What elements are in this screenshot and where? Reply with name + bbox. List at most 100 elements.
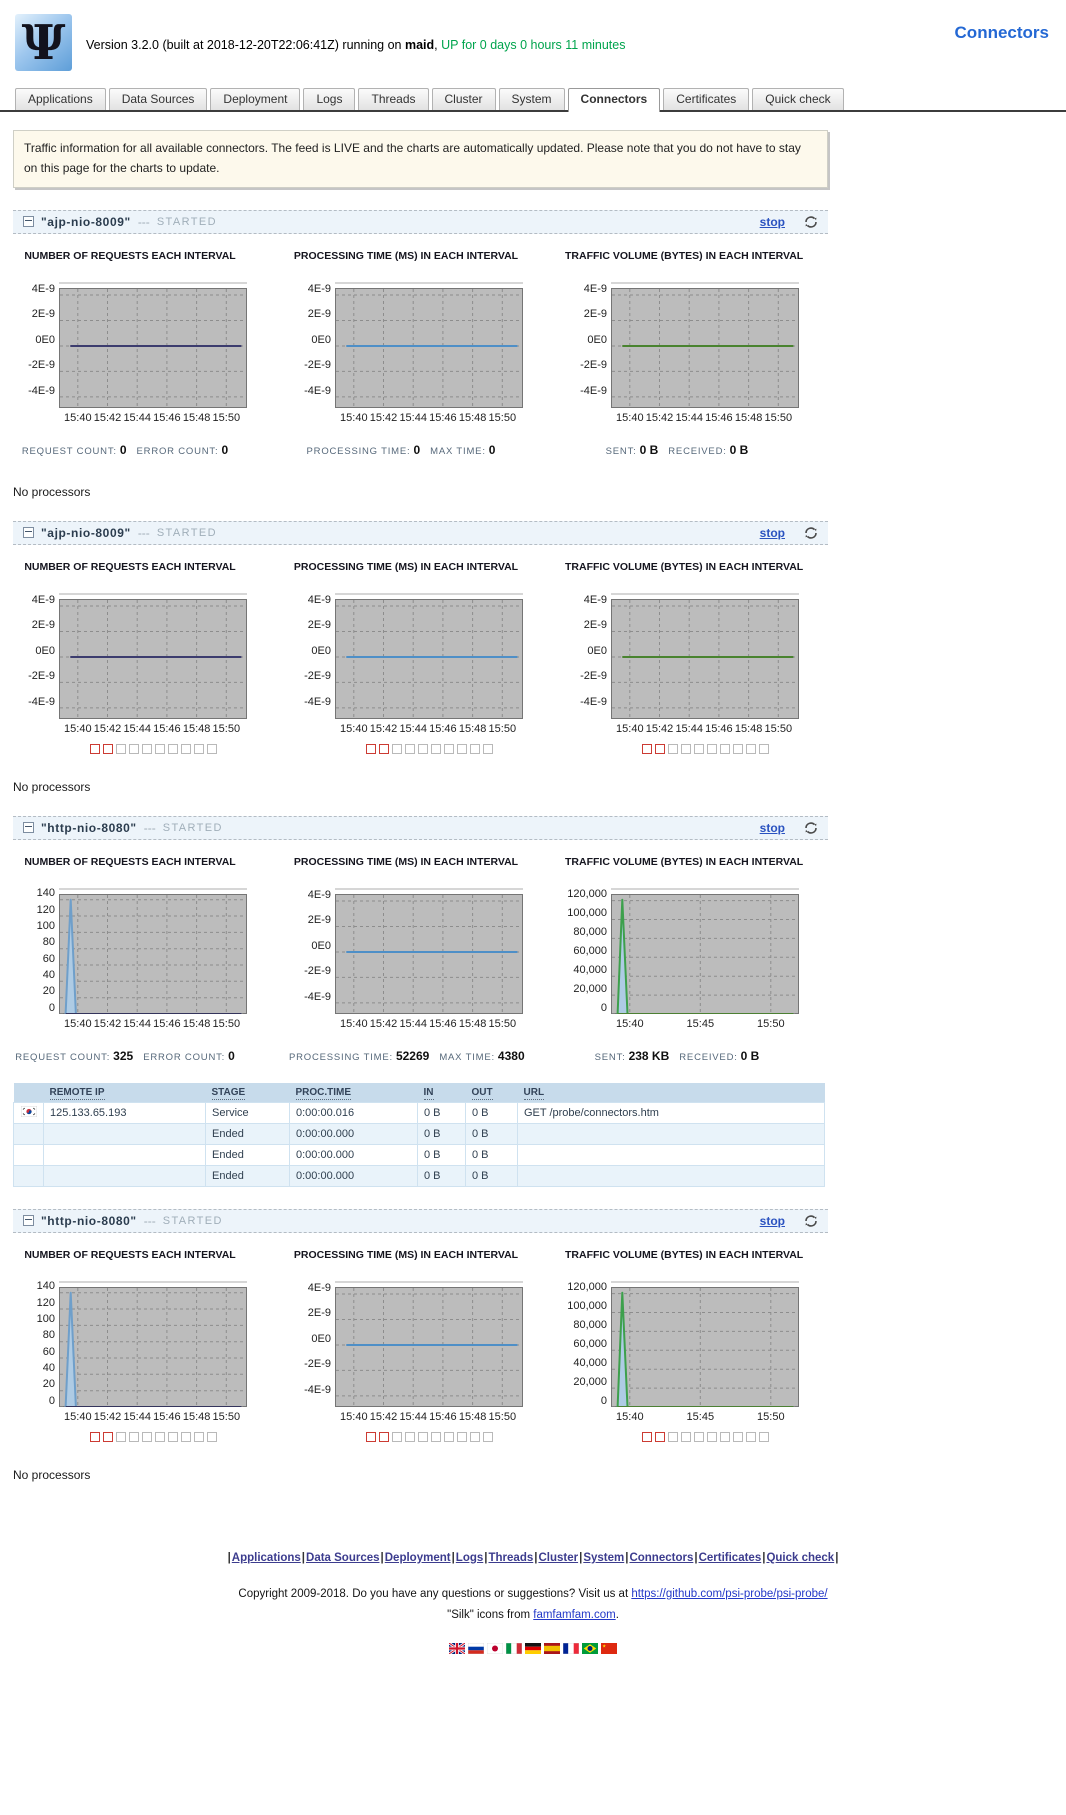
tab-quick-check[interactable]: Quick check (752, 88, 844, 110)
pager-square[interactable] (641, 1431, 652, 1442)
pager-square[interactable] (680, 743, 691, 754)
footer-link-cluster[interactable]: Cluster (538, 1551, 579, 1564)
pager-square[interactable] (732, 1431, 743, 1442)
tab-applications[interactable]: Applications (15, 88, 106, 110)
pager-square[interactable] (391, 1431, 402, 1442)
pager-square[interactable] (115, 743, 126, 754)
pager-square[interactable] (378, 743, 389, 754)
footer-link-deployment[interactable]: Deployment (384, 1551, 451, 1564)
flag-de-icon[interactable] (525, 1642, 541, 1654)
footer-link-system[interactable]: System (583, 1551, 625, 1564)
pager-square[interactable] (693, 1431, 704, 1442)
pager-square[interactable] (180, 1431, 191, 1442)
refresh-icon[interactable] (804, 821, 818, 835)
github-link[interactable]: https://github.com/psi-probe/psi-probe/ (631, 1587, 828, 1600)
flag-ru-icon[interactable] (467, 1642, 485, 1654)
tab-threads[interactable]: Threads (358, 88, 429, 110)
pager-square[interactable] (417, 1431, 428, 1442)
pager-square[interactable] (141, 743, 152, 754)
refresh-icon[interactable] (804, 215, 818, 229)
pager-square[interactable] (102, 743, 113, 754)
pager-square[interactable] (443, 1431, 454, 1442)
flag-br-icon[interactable] (582, 1642, 598, 1654)
collapse-icon[interactable] (23, 822, 34, 834)
refresh-icon[interactable] (804, 1214, 818, 1228)
pager-square[interactable] (154, 1431, 165, 1442)
tab-deployment[interactable]: Deployment (210, 88, 301, 110)
pager-square[interactable] (417, 743, 428, 754)
stop-link[interactable]: stop (759, 525, 785, 540)
pager-square[interactable] (404, 1431, 415, 1442)
pager-square[interactable] (719, 743, 730, 754)
pager-square[interactable] (89, 743, 100, 754)
pager-square[interactable] (654, 743, 665, 754)
flag-es-icon[interactable] (544, 1642, 560, 1654)
flag-jp-icon[interactable] (486, 1642, 504, 1654)
pager-square[interactable] (667, 1431, 678, 1442)
pager-square[interactable] (404, 743, 415, 754)
footer-link-connectors[interactable]: Connectors (629, 1551, 694, 1564)
pager-square[interactable] (482, 1431, 493, 1442)
pager-square[interactable] (365, 743, 376, 754)
pager-square[interactable] (128, 1431, 139, 1442)
pager-square[interactable] (180, 743, 191, 754)
footer-link-quick-check[interactable]: Quick check (766, 1551, 835, 1564)
pager-square[interactable] (456, 743, 467, 754)
pager-square[interactable] (482, 743, 493, 754)
tab-certificates[interactable]: Certificates (663, 88, 750, 110)
flag-fr-icon[interactable] (562, 1642, 580, 1654)
collapse-icon[interactable] (23, 216, 34, 228)
stop-link[interactable]: stop (759, 820, 785, 835)
pager-square[interactable] (456, 1431, 467, 1442)
tab-system[interactable]: System (498, 88, 565, 110)
flag-cn-icon[interactable] (601, 1642, 617, 1654)
pager-square[interactable] (706, 1431, 717, 1442)
pager-square[interactable] (89, 1431, 100, 1442)
tab-cluster[interactable]: Cluster (431, 88, 496, 110)
footer-link-data-sources[interactable]: Data Sources (306, 1551, 380, 1564)
pager-square[interactable] (102, 1431, 113, 1442)
stop-link[interactable]: stop (759, 214, 785, 229)
flag-gb-icon[interactable] (448, 1641, 466, 1655)
collapse-icon[interactable] (23, 1215, 34, 1227)
pager-square[interactable] (193, 1431, 204, 1442)
footer-link-certificates[interactable]: Certificates (698, 1551, 762, 1564)
pager-square[interactable] (758, 743, 769, 754)
famfamfam-link[interactable]: famfamfam.com (533, 1608, 616, 1621)
tab-connectors[interactable]: Connectors (567, 88, 661, 112)
pager-square[interactable] (719, 1431, 730, 1442)
pager-square[interactable] (206, 1431, 217, 1442)
pager-square[interactable] (141, 1431, 152, 1442)
pager-square[interactable] (167, 1431, 178, 1442)
pager-square[interactable] (128, 743, 139, 754)
pager-square[interactable] (430, 743, 441, 754)
pager-square[interactable] (758, 1431, 769, 1442)
pager-square[interactable] (693, 743, 704, 754)
pager-square[interactable] (430, 1431, 441, 1442)
tab-logs[interactable]: Logs (303, 88, 356, 110)
pager-square[interactable] (193, 743, 204, 754)
footer-link-threads[interactable]: Threads (488, 1551, 534, 1564)
flag-it-icon[interactable] (505, 1642, 523, 1654)
pager-square[interactable] (391, 743, 402, 754)
pager-square[interactable] (732, 743, 743, 754)
pager-square[interactable] (469, 743, 480, 754)
footer-link-applications[interactable]: Applications (231, 1551, 301, 1564)
tab-data-sources[interactable]: Data Sources (108, 88, 208, 110)
pager-square[interactable] (706, 743, 717, 754)
pager-square[interactable] (206, 743, 217, 754)
pager-square[interactable] (378, 1431, 389, 1442)
pager-square[interactable] (365, 1431, 376, 1442)
pager-square[interactable] (167, 743, 178, 754)
footer-link-logs[interactable]: Logs (455, 1551, 484, 1564)
pager-square[interactable] (443, 743, 454, 754)
pager-square[interactable] (745, 1431, 756, 1442)
pager-square[interactable] (654, 1431, 665, 1442)
pager-square[interactable] (667, 743, 678, 754)
collapse-icon[interactable] (23, 527, 34, 539)
stop-link[interactable]: stop (759, 1213, 785, 1228)
pager-square[interactable] (641, 743, 652, 754)
pager-square[interactable] (154, 743, 165, 754)
pager-square[interactable] (745, 743, 756, 754)
pager-square[interactable] (469, 1431, 480, 1442)
